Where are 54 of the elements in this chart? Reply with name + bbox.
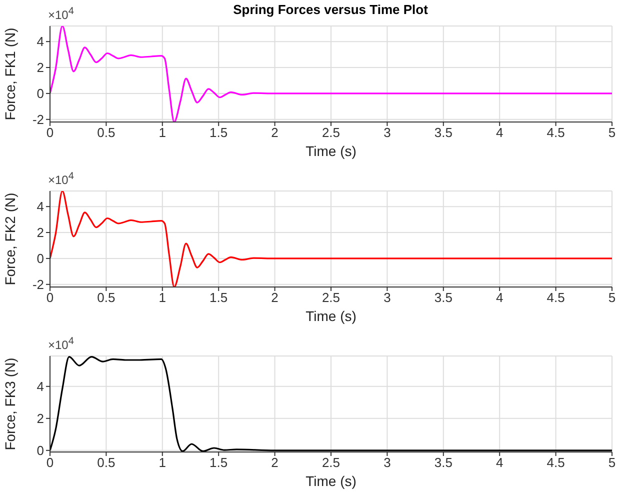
y-axis-title: Force, FK1 (N) [2,28,18,120]
text: ×10$^{4}$ [48,171,74,187]
y-tick-label: 4 [36,34,44,50]
x-tick-label: 5 [608,455,616,470]
x-tick-label: 4.5 [546,455,565,470]
x-tick-label: 4 [496,125,504,140]
chart-title: Spring Forces versus Time Plot [233,2,428,17]
y-tick-label: 0 [36,251,44,266]
x-tick-label: 4 [496,455,504,470]
y-axis-title: Force, FK2 (N) [2,192,18,286]
x-tick-label: 4 [496,290,504,306]
x-tick-label: 3.5 [434,290,452,306]
y-tick-label: 2 [36,411,44,426]
x-tick-label: 3 [384,125,391,140]
x-tick-label: 1.5 [210,455,228,470]
x-tick-label: 0.5 [97,455,116,470]
x-tick-label: 4.5 [546,290,565,306]
x-tick-label: 2 [271,290,278,306]
text: ×10$^{4}$ [48,336,74,352]
y-tick-label: 0 [36,86,44,102]
x-tick-label: 0 [46,455,54,470]
y-tick-label: 0 [36,443,44,458]
x-axis-title: Time (s) [306,473,356,489]
x-tick-label: 0.5 [97,125,116,140]
x-tick-label: 2.5 [322,290,340,306]
y-tick-label: 2 [36,225,44,240]
x-tick-label: 3 [384,455,391,470]
x-tick-label: 5 [608,125,616,140]
x-tick-label: 3.5 [434,125,452,140]
x-tick-label: 2 [271,125,278,140]
x-tick-label: 2.5 [322,125,340,140]
x-tick-label: 1 [158,290,166,306]
x-axis-title: Time (s) [306,308,356,324]
x-tick-label: 3.5 [434,455,452,470]
x-tick-label: 1.5 [210,290,228,306]
y-tick-label: -2 [32,112,44,128]
x-tick-label: 1.5 [210,125,228,140]
x-tick-label: 0 [46,290,54,306]
text: ×10$^{4}$ [48,6,74,22]
x-tick-label: 2.5 [322,455,340,470]
x-tick-label: 5 [608,290,616,306]
y-tick-label: 4 [36,199,44,214]
x-tick-label: 0.5 [97,290,116,306]
y-tick-label: -2 [32,277,44,292]
y-tick-label: 2 [36,60,44,76]
x-tick-label: 3 [384,290,391,306]
x-tick-label: 0 [46,125,54,140]
x-tick-label: 1 [158,455,166,470]
x-tick-label: 4.5 [546,125,565,140]
y-tick-label: 4 [36,379,44,394]
y-axis-title: Force, FK3 (N) [2,358,18,450]
x-tick-label: 1 [158,125,166,140]
x-tick-label: 2 [271,455,278,470]
x-axis-title: Time (s) [306,143,356,159]
